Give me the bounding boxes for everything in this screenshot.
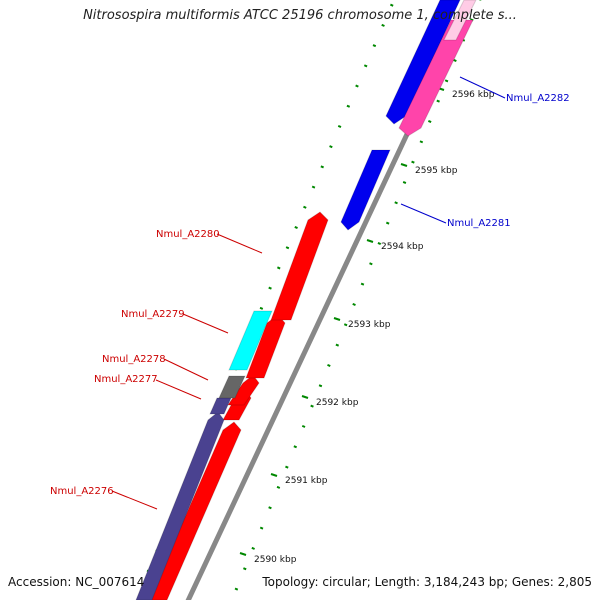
scale-tick-label: 2594 kbp: [381, 242, 424, 252]
gene-label-Nmul_A2280[interactable]: Nmul_A2280: [156, 229, 220, 240]
gene-label-Nmul_A2276[interactable]: Nmul_A2276: [50, 486, 114, 497]
gene-arrow-pink-highlight[interactable]: [443, 0, 477, 41]
accession-label: Accession: NC_007614: [8, 575, 145, 589]
gene-arrow-Nmul_A2281[interactable]: [340, 149, 391, 231]
scale-tick-label: 2593 kbp: [348, 320, 391, 330]
gene-leader-line: [400, 203, 447, 224]
gene-leader-line: [459, 76, 506, 99]
genome-summary: Topology: circular; Length: 3,184,243 bp…: [262, 575, 592, 589]
scale-tick-label: 2591 kbp: [285, 476, 328, 486]
gene-arrow-Nmul_A2282-pink[interactable]: [398, 19, 474, 137]
scale-major-tick: [333, 317, 341, 321]
scale-major-tick: [270, 473, 278, 477]
gene-arrow-Nmul_A2277-b[interactable]: [227, 374, 260, 406]
gene-leader-line: [182, 313, 229, 334]
map-title: Nitrosospira multiformis ATCC 25196 chro…: [83, 8, 517, 23]
scale-tick-label: 2596 kbp: [452, 90, 495, 100]
tick-dots-right: [234, 0, 482, 591]
scale-major-tick: [366, 239, 374, 243]
scale-tick-label: 2590 kbp: [254, 555, 297, 565]
scale-major-tick: [400, 163, 408, 167]
gene-leader-line: [111, 490, 158, 510]
gene-arrow-Nmul_A2276[interactable]: [148, 421, 242, 600]
gene-arrow-Nmul_A2276-slate[interactable]: [135, 411, 225, 600]
gene-leader-line: [163, 358, 209, 381]
gene-label-Nmul_A2278[interactable]: Nmul_A2278: [102, 354, 166, 365]
gene-arrow-Nmul_A2279[interactable]: [228, 310, 273, 371]
scale-major-tick: [239, 552, 247, 556]
gene-label-Nmul_A2277[interactable]: Nmul_A2277: [94, 374, 158, 385]
gene-leader-line: [216, 233, 263, 254]
gene-leader-line: [155, 379, 202, 400]
scale-major-tick: [301, 395, 309, 399]
gene-arrow-Nmul_A2278-gray[interactable]: [218, 375, 246, 399]
gene-label-Nmul_A2279[interactable]: Nmul_A2279: [121, 309, 185, 320]
gene-label-Nmul_A2282[interactable]: Nmul_A2282: [506, 93, 570, 104]
scale-tick-label: 2592 kbp: [316, 398, 359, 408]
gene-arrow-Nmul_A2280[interactable]: [270, 211, 329, 321]
scale-tick-label: 2595 kbp: [415, 166, 458, 176]
gene-label-Nmul_A2281[interactable]: Nmul_A2281: [447, 218, 511, 229]
